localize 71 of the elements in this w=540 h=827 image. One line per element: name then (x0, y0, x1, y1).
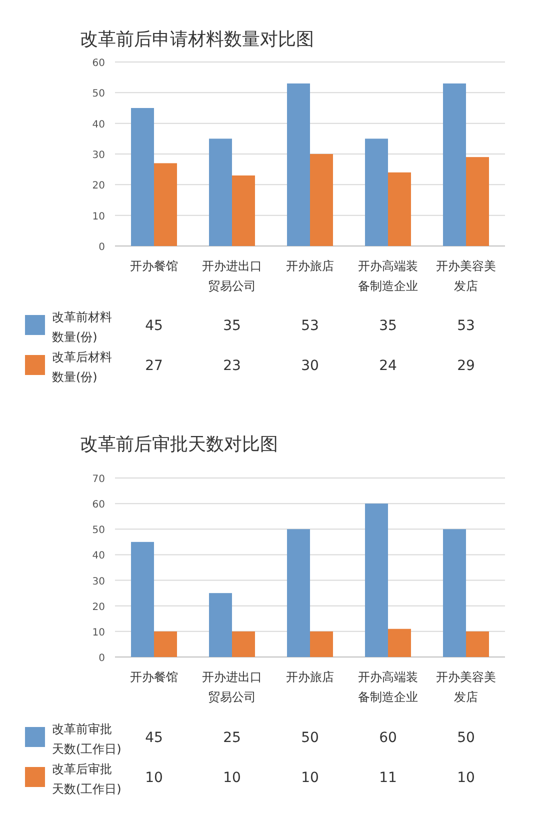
y-tick-label: 30 (92, 150, 105, 161)
x-tick-label: 开办美容美发店 (435, 258, 497, 295)
data-label: 50 (301, 730, 319, 746)
x-tick-label: 开办餐馆 (129, 258, 179, 275)
legend-label: 改革前审批天数(工作日) (52, 722, 122, 756)
y-tick-label: 0 (98, 242, 105, 253)
bar (365, 138, 388, 246)
bar (443, 529, 466, 657)
bar (443, 83, 466, 246)
bar (131, 542, 154, 657)
y-tick-label: 40 (92, 550, 105, 562)
y-tick-label: 10 (92, 211, 105, 222)
data-label: 27 (145, 358, 163, 374)
bar (310, 154, 333, 246)
chart-title: 改革前后申请材料数量对比图 (80, 29, 314, 50)
bar (287, 83, 310, 246)
chart-title: 改革前后审批天数对比图 (80, 434, 278, 455)
bar (287, 529, 310, 657)
y-tick-label: 0 (98, 653, 105, 664)
bar (388, 628, 411, 657)
x-tick-label: 开办餐馆 (129, 669, 179, 686)
data-label: 35 (223, 318, 241, 334)
x-tick-label: 开办旅店 (285, 258, 335, 275)
bar (466, 631, 489, 657)
x-tick-label: 开办高端装备制造企业 (357, 258, 419, 295)
bar (209, 593, 232, 657)
data-label: 53 (457, 318, 475, 334)
data-label: 35 (379, 318, 397, 334)
y-tick-label: 20 (92, 602, 105, 613)
x-tick-label: 开办旅店 (285, 669, 335, 686)
data-label: 23 (223, 358, 241, 374)
data-label: 53 (301, 318, 319, 334)
y-tick-label: 40 (92, 119, 105, 130)
x-tick-label: 开办进出口贸易公司 (201, 258, 263, 295)
bar (154, 163, 177, 246)
y-tick-label: 10 (92, 627, 105, 638)
bar (388, 172, 411, 246)
bar (232, 175, 255, 246)
bar (209, 138, 232, 246)
data-label: 45 (145, 318, 163, 334)
data-label: 30 (301, 358, 319, 374)
y-tick-label: 70 (92, 474, 105, 485)
bar (131, 108, 154, 246)
data-label: 10 (145, 770, 163, 786)
data-label: 25 (223, 730, 241, 746)
x-tick-label: 开办进出口贸易公司 (201, 669, 263, 706)
legend-label: 改革后审批天数(工作日) (52, 762, 122, 796)
data-label: 29 (457, 358, 475, 374)
data-label: 24 (379, 358, 397, 374)
y-tick-label: 60 (92, 500, 105, 511)
legend-label: 改革前材料数量(份) (52, 310, 112, 344)
legend-label: 改革后材料数量(份) (52, 350, 112, 384)
data-label: 11 (379, 770, 397, 786)
data-label: 50 (457, 730, 475, 746)
x-tick-label: 开办美容美发店 (435, 669, 497, 706)
data-label: 10 (457, 770, 475, 786)
bar (310, 631, 333, 657)
x-tick-label: 开办高端装备制造企业 (357, 669, 419, 706)
y-tick-label: 20 (92, 180, 105, 192)
bar (232, 631, 255, 657)
bar (154, 631, 177, 657)
bar (365, 504, 388, 657)
y-tick-label: 50 (92, 88, 105, 100)
data-label: 10 (301, 770, 319, 786)
y-tick-label: 50 (92, 525, 105, 536)
data-label: 60 (379, 730, 397, 746)
data-label: 45 (145, 730, 163, 746)
y-tick-label: 60 (92, 58, 105, 69)
y-tick-label: 30 (92, 576, 105, 588)
data-label: 10 (223, 770, 241, 786)
bar (466, 157, 489, 246)
